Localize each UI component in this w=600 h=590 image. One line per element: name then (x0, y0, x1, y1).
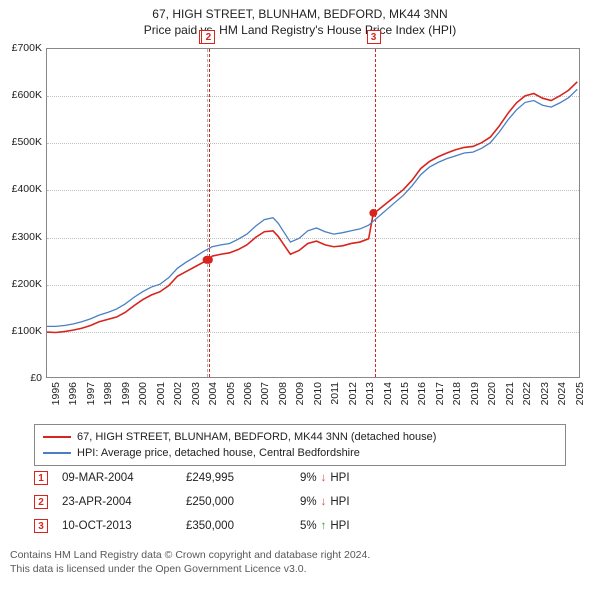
x-tick-label: 2016 (416, 382, 428, 405)
sale-date: 23-APR-2004 (62, 496, 172, 508)
x-tick-label: 2007 (259, 382, 271, 405)
x-tick-label: 2022 (521, 382, 533, 405)
y-tick-label: £200K (12, 278, 42, 290)
x-tick-label: 2002 (172, 382, 184, 405)
sale-diff-label: HPI (330, 520, 349, 532)
legend-row: 67, HIGH STREET, BLUNHAM, BEDFORD, MK44 … (43, 429, 557, 445)
sale-diff: 9% ↓HPI (300, 496, 350, 508)
y-tick-label: £700K (12, 42, 42, 54)
x-tick-label: 2017 (434, 382, 446, 405)
x-tick-label: 2004 (207, 382, 219, 405)
x-tick-label: 2006 (242, 382, 254, 405)
x-tick-label: 2013 (364, 382, 376, 405)
sale-number-badge: 3 (34, 519, 48, 533)
x-tick-label: 2005 (225, 382, 237, 405)
sale-diff: 5% ↑HPI (300, 520, 350, 532)
x-tick-label: 2015 (399, 382, 411, 405)
footer-note: Contains HM Land Registry data © Crown c… (10, 548, 370, 576)
x-tick-label: 2025 (574, 382, 586, 405)
sales-table-row: 1 09-MAR-2004 £249,995 9% ↓HPI (34, 466, 566, 490)
x-tick-label: 2010 (312, 382, 324, 405)
sale-pct: 9% (300, 472, 317, 484)
footer-line-1: Contains HM Land Registry data © Crown c… (10, 548, 370, 562)
y-tick-label: £600K (12, 89, 42, 101)
chart-plot-area (46, 48, 580, 378)
sale-diff-label: HPI (330, 472, 349, 484)
sale-marker-dot (369, 209, 377, 217)
title-line-1: 67, HIGH STREET, BLUNHAM, BEDFORD, MK44 … (0, 6, 600, 22)
x-tick-label: 1997 (85, 382, 97, 405)
x-tick-label: 2018 (451, 382, 463, 405)
x-tick-label: 1995 (50, 382, 62, 405)
y-tick-label: £500K (12, 136, 42, 148)
sales-table-row: 3 10-OCT-2013 £350,000 5% ↑HPI (34, 514, 566, 538)
sale-number-badge: 2 (34, 495, 48, 509)
x-tick-label: 2009 (294, 382, 306, 405)
sale-price: £350,000 (186, 520, 286, 532)
sales-table-row: 2 23-APR-2004 £250,000 9% ↓HPI (34, 490, 566, 514)
sales-table: 109-MAR-2004£249,9959%↓HPI223-APR-2004£2… (34, 466, 566, 538)
chart-title-block: 67, HIGH STREET, BLUNHAM, BEDFORD, MK44 … (0, 0, 600, 38)
x-tick-label: 2008 (277, 382, 289, 405)
sale-marker-badge: 2 (201, 30, 215, 44)
x-tick-label: 1998 (102, 382, 114, 405)
arrow-icon: ↑ (321, 520, 327, 532)
legend-swatch (43, 452, 71, 454)
sale-price: £249,995 (186, 472, 286, 484)
x-tick-label: 2014 (382, 382, 394, 405)
y-tick-label: £100K (12, 325, 42, 337)
footer-line-2: This data is licensed under the Open Gov… (10, 562, 370, 576)
x-tick-label: 2001 (155, 382, 167, 405)
legend-swatch (43, 436, 71, 438)
page-container: 67, HIGH STREET, BLUNHAM, BEDFORD, MK44 … (0, 0, 600, 590)
sale-price: £250,000 (186, 496, 286, 508)
x-tick-label: 2024 (556, 382, 568, 405)
sale-date: 10-OCT-2013 (62, 520, 172, 532)
x-tick-label: 2021 (504, 382, 516, 405)
y-tick-label: £400K (12, 183, 42, 195)
x-tick-label: 1999 (120, 382, 132, 405)
x-tick-label: 2003 (190, 382, 202, 405)
x-tick-label: 2023 (539, 382, 551, 405)
legend-label: 67, HIGH STREET, BLUNHAM, BEDFORD, MK44 … (77, 431, 436, 443)
x-tick-label: 2000 (137, 382, 149, 405)
sale-date: 09-MAR-2004 (62, 472, 172, 484)
y-tick-label: £300K (12, 231, 42, 243)
sale-marker-dot (205, 256, 213, 264)
x-tick-label: 2011 (329, 382, 341, 405)
sale-pct: 9% (300, 496, 317, 508)
title-line-2: Price paid vs. HM Land Registry's House … (0, 22, 600, 38)
sale-marker-badge: 3 (367, 30, 381, 44)
legend-box: 67, HIGH STREET, BLUNHAM, BEDFORD, MK44 … (34, 424, 566, 466)
sale-diff: 9% ↓HPI (300, 472, 350, 484)
legend-row: HPI: Average price, detached house, Cent… (43, 445, 557, 461)
sale-pct: 5% (300, 520, 317, 532)
x-tick-label: 2012 (347, 382, 359, 405)
arrow-icon: ↓ (321, 472, 327, 484)
legend-label: HPI: Average price, detached house, Cent… (77, 447, 360, 459)
series-line-property_price (47, 82, 577, 333)
arrow-icon: ↓ (321, 496, 327, 508)
x-tick-label: 2019 (469, 382, 481, 405)
x-tick-label: 2020 (486, 382, 498, 405)
x-tick-label: 1996 (67, 382, 79, 405)
sale-diff-label: HPI (330, 496, 349, 508)
chart-lines-svg (47, 49, 579, 377)
sale-number-badge: 1 (34, 471, 48, 485)
series-line-hpi (47, 89, 577, 326)
y-tick-label: £0 (30, 372, 42, 384)
